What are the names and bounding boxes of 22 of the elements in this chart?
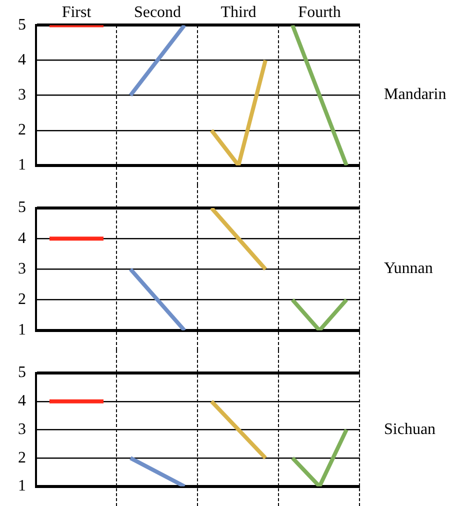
y-tick-label: 1: [18, 156, 26, 174]
y2-axis-title: Mandarin: [384, 86, 446, 104]
y-tick-label: 2: [18, 291, 26, 308]
y-tick-label: 4: [18, 392, 26, 410]
y-tick-label: 5: [18, 199, 26, 216]
y-tick-label: 2: [18, 122, 26, 139]
y-tick-label: 4: [18, 230, 26, 247]
y-tick-label: 5: [18, 364, 26, 382]
y-tick-label: 2: [18, 449, 26, 466]
x-tick-label: Fourth: [298, 4, 341, 21]
x-tick-label: Third: [220, 4, 256, 21]
y2-axis-title: Yunnan: [384, 260, 433, 278]
y-tick-label: 3: [18, 260, 26, 278]
y-tick-label: 4: [18, 51, 26, 68]
y2-axis-title: Sichuan: [384, 420, 436, 439]
y-tick-label: 1: [18, 322, 26, 339]
y-tick-label: 3: [18, 86, 26, 104]
x-tick-label: Second: [134, 4, 182, 21]
y-tick-label: 5: [18, 16, 26, 34]
x-tick-label: First: [62, 4, 92, 21]
y-tick-label: 3: [18, 420, 26, 438]
y-tick-label: 1: [18, 478, 26, 495]
